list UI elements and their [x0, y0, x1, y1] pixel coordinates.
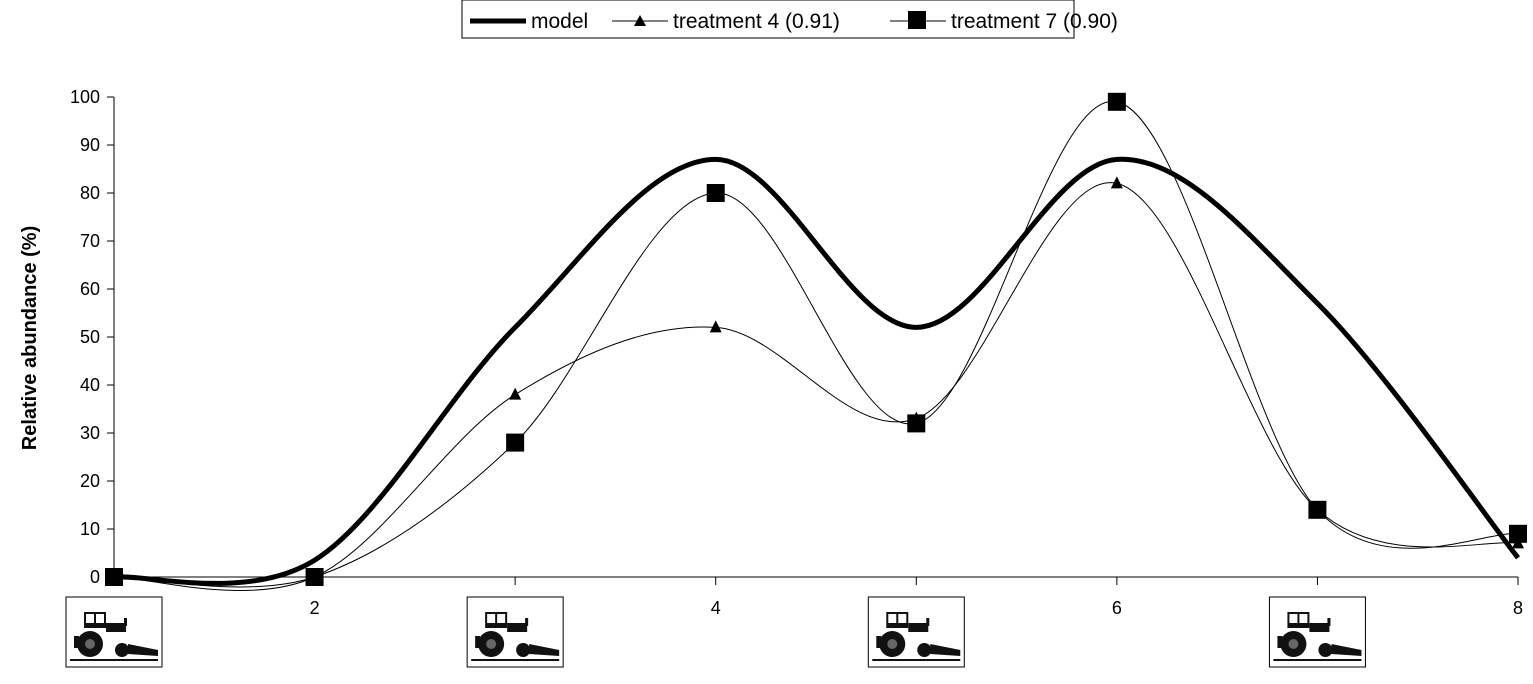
legend-item-model: model [470, 10, 588, 33]
y-tick-label: 0 [90, 567, 100, 587]
x-tick-label: 8 [1513, 598, 1523, 618]
x-tick-label: 2 [310, 598, 320, 618]
series-line-model [113, 156, 1520, 586]
x-tick-label: 6 [1112, 598, 1122, 618]
square-marker [506, 433, 525, 452]
square-marker [105, 568, 123, 586]
y-tick-label: 50 [80, 327, 100, 347]
axes: 0 10 20 30 40 50 60 70 80 90 100 2 4 6 8 [65, 87, 1523, 668]
tractor-icon [466, 596, 565, 668]
y-tick-label: 90 [80, 135, 100, 155]
square-marker [907, 414, 926, 433]
square-marker [305, 568, 324, 586]
legend-box [461, 0, 1075, 39]
legend-label-treatment-7: treatment 7 (0.90) [951, 10, 1118, 33]
y-tick-label: 60 [80, 279, 100, 299]
triangle-marker [509, 387, 522, 400]
y-tick-label: 30 [80, 423, 100, 443]
triangle-marker-icon [634, 15, 646, 26]
y-tick-label: 40 [80, 375, 100, 395]
triangle-marker [709, 320, 722, 333]
square-marker [1308, 500, 1327, 519]
x-tick-label: 4 [711, 598, 721, 618]
triangle-marker [1110, 176, 1123, 189]
series-line-treatment-7 [113, 101, 1519, 588]
series-layer [113, 101, 1520, 592]
square-marker [706, 184, 725, 202]
y-tick-label: 100 [70, 87, 100, 107]
y-tick-label: 80 [80, 183, 100, 203]
y-tick-label: 10 [80, 519, 100, 539]
tractor-icon [1268, 596, 1367, 668]
square-marker [1509, 524, 1527, 543]
y-tick-label: 70 [80, 231, 100, 251]
legend-label-model: model [531, 10, 588, 33]
tractor-icon [867, 596, 966, 668]
legend-label-treatment-4: treatment 4 (0.91) [673, 10, 840, 33]
legend-item-treatment-4: treatment 4 (0.91) [612, 10, 840, 33]
tractor-icon [65, 596, 163, 668]
square-marker-icon [908, 11, 926, 29]
legend-item-treatment-7: treatment 7 (0.90) [890, 10, 1118, 33]
series-line-treatment-4 [113, 182, 1519, 592]
y-axis-label: Relative abundance (%) [19, 226, 41, 451]
y-tick-label: 20 [80, 471, 100, 491]
square-marker [1107, 92, 1126, 111]
legend: model treatment 4 (0.91) treatment 7 (0.… [461, 0, 1118, 39]
marker-layer [105, 92, 1527, 586]
